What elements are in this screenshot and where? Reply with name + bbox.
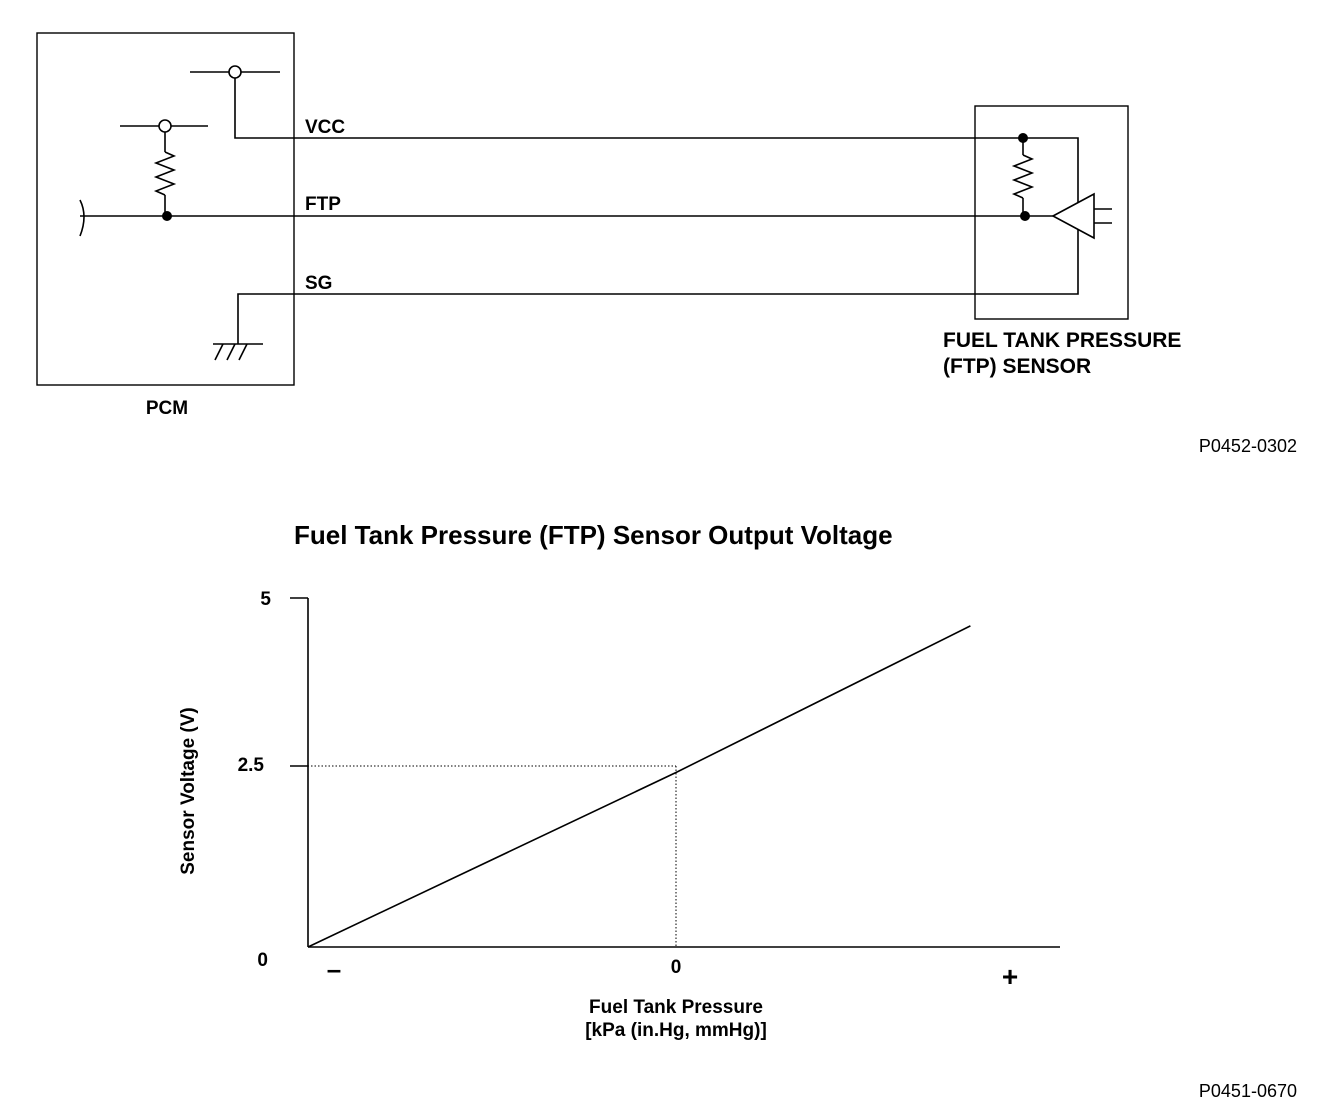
pcm-input-break-icon xyxy=(79,199,85,237)
sensor-amplifier-icon xyxy=(1051,192,1095,240)
pcm-resistor-icon xyxy=(153,151,177,196)
y-tick-label-5: 5 xyxy=(260,589,271,610)
wire-label-ftp: FTP xyxy=(305,194,341,215)
ground-hatch-icon xyxy=(214,343,224,361)
chart-title: Fuel Tank Pressure (FTP) Sensor Output V… xyxy=(294,520,893,550)
x-axis-label-line2: [kPa (in.Hg, mmHg)] xyxy=(585,1020,767,1041)
ground-hatch-icon xyxy=(238,343,248,361)
sensor-ftp-junction-dot xyxy=(1020,211,1030,221)
x-tick-label-minus: – xyxy=(327,954,341,984)
y-axis-label: Sensor Voltage (V) xyxy=(178,707,199,875)
sensor-box xyxy=(974,105,1129,320)
ground-hatch-icon xyxy=(226,343,236,361)
wire-sg xyxy=(237,240,1079,344)
sensor-label-line1: FUEL TANK PRESSURE xyxy=(943,329,1181,352)
x-tick-label-plus: + xyxy=(1002,961,1018,992)
pcm-junction-dot xyxy=(162,211,172,221)
wire-label-sg: SG xyxy=(305,273,332,294)
x-axis-label-line1: Fuel Tank Pressure xyxy=(589,997,763,1018)
pcm-label: PCM xyxy=(146,398,188,419)
chart-figure-code: P0451-0670 xyxy=(1199,1081,1297,1101)
pcm-box xyxy=(36,32,295,386)
sensor-resistor-icon xyxy=(1011,154,1035,199)
sensor-label-line2: (FTP) SENSOR xyxy=(943,355,1091,378)
x-tick-label-0: 0 xyxy=(671,957,682,978)
y-tick-label-0: 0 xyxy=(257,950,268,971)
series-line xyxy=(307,625,971,948)
y-tick-label-2.5: 2.5 xyxy=(238,755,265,776)
wire-label-vcc: VCC xyxy=(305,117,345,138)
wire-vcc xyxy=(234,78,1079,240)
circuit-figure-code: P0452-0302 xyxy=(1199,436,1297,456)
